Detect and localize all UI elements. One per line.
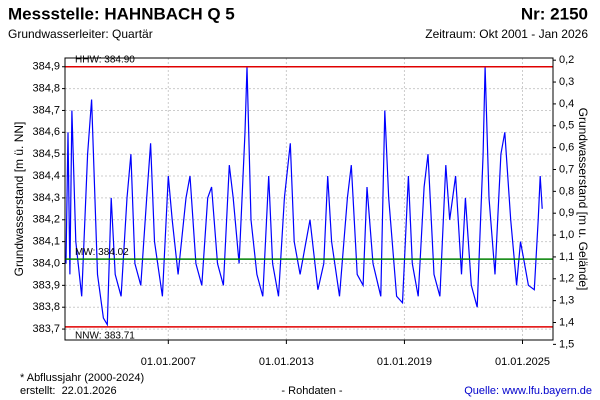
y2-axis-label: Grundwasserstand [m u. Gelände] xyxy=(576,108,590,291)
data-line xyxy=(65,66,543,327)
x-tick-label: 01.01.2025 xyxy=(495,356,550,368)
station-number: Nr: 2150 xyxy=(521,4,588,23)
footnote: * Abflussjahr (2000-2024) xyxy=(20,372,144,384)
y2-tick-label: 0,8 xyxy=(559,185,574,197)
y2-tick-label: 1,5 xyxy=(559,338,574,350)
y-tick-label: 384,4 xyxy=(32,170,60,182)
plot-frame xyxy=(64,57,554,341)
data-note: - Rohdaten - xyxy=(281,385,342,397)
x-tick-label: 01.01.2019 xyxy=(377,356,432,368)
y-tick-label: 384,3 xyxy=(32,192,60,204)
y2-tick-label: 1,3 xyxy=(559,295,574,307)
y2-tick-label: 0,9 xyxy=(559,207,574,219)
y2-tick-label: 0,5 xyxy=(559,120,574,132)
y2-tick-label: 1,1 xyxy=(559,251,574,263)
created-date: erstellt: 22.01.2026 xyxy=(20,385,117,397)
y-tick-label: 384,5 xyxy=(32,148,60,160)
y2-tick-label: 0,4 xyxy=(559,98,574,110)
y2-tick-label: 1,4 xyxy=(559,316,574,328)
y2-tick-label: 0,2 xyxy=(559,54,574,66)
y-tick-label: 383,7 xyxy=(32,323,60,335)
y-tick-label: 384,2 xyxy=(32,214,60,226)
y-tick-label: 384,8 xyxy=(32,83,60,95)
y-tick-label: 384,1 xyxy=(32,236,60,248)
reference-label: HHW: 384.90 xyxy=(75,54,135,65)
y-tick-label: 383,8 xyxy=(32,301,60,313)
reference-label: MW: 384.02 xyxy=(75,247,129,258)
y-tick-label: 384,9 xyxy=(32,61,60,73)
source: Quelle: www.lfu.bayern.de xyxy=(464,385,592,397)
y2-tick-label: 0,7 xyxy=(559,163,574,175)
y2-tick-label: 1,0 xyxy=(559,229,574,241)
period: Zeitraum: Okt 2001 - Jan 2026 xyxy=(425,27,588,41)
y-tick-label: 384,7 xyxy=(32,104,60,116)
y-tick-label: 383,9 xyxy=(32,279,60,291)
y2-tick-label: 0,3 xyxy=(559,76,574,88)
y2-tick-label: 1,2 xyxy=(559,273,574,285)
y-tick-label: 384,0 xyxy=(32,257,60,269)
chart-title: Messstelle: HAHNBACH Q 5 xyxy=(8,4,235,23)
y2-tick-label: 0,6 xyxy=(559,142,574,154)
subtitle: Grundwasserleiter: Quartär xyxy=(8,27,153,41)
x-tick-label: 01.01.2007 xyxy=(141,356,196,368)
y-tick-label: 384,6 xyxy=(32,126,60,138)
reference-label: NNW: 383.71 xyxy=(75,331,135,342)
y-axis-label: Grundwasserstand [m ü. NN] xyxy=(12,122,26,277)
x-tick-label: 01.01.2013 xyxy=(259,356,314,368)
